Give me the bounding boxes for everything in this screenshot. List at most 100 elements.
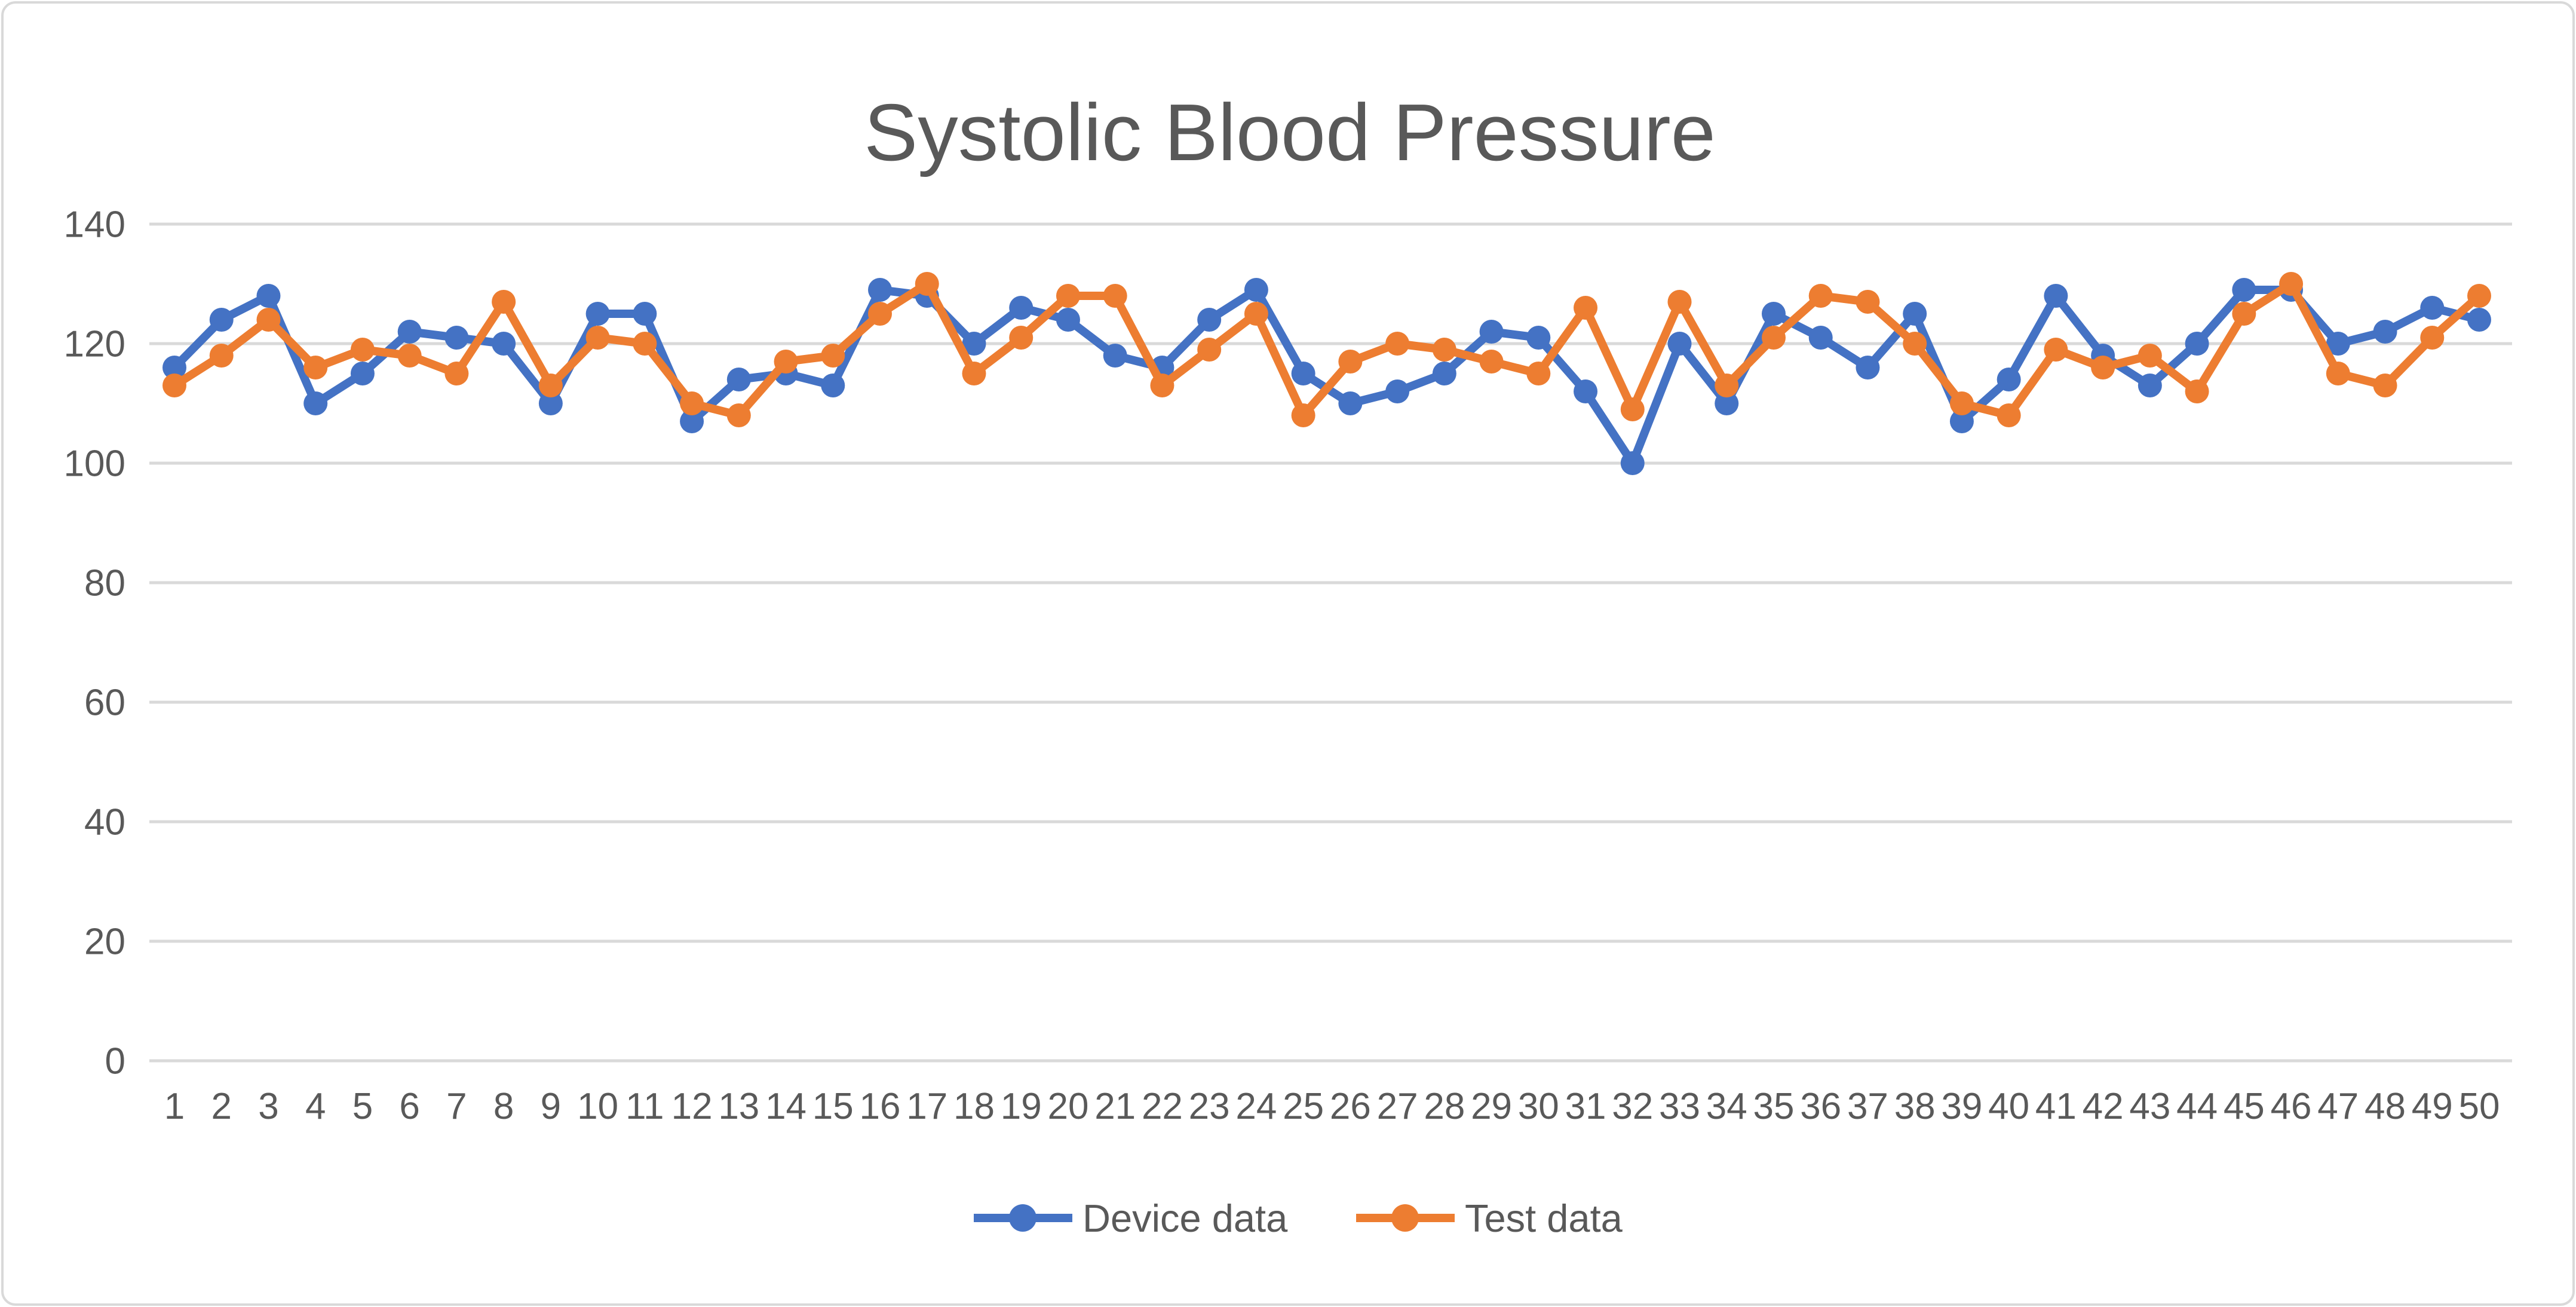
series-test-data-point — [2044, 338, 2068, 362]
series-device-data-point — [1291, 362, 1315, 385]
x-axis-tick-label: 12 — [671, 1086, 713, 1127]
series-test-data-point — [256, 308, 281, 332]
series-test-data-point — [633, 332, 657, 356]
x-axis-tick-label: 8 — [493, 1086, 514, 1127]
series-device-data-point — [303, 391, 328, 415]
series-test-data-point — [1526, 362, 1551, 385]
series-test-data-point — [1009, 326, 1034, 350]
series-test-data-point — [2373, 374, 2397, 397]
gridlines — [149, 222, 2512, 1063]
legend-item-test: Test data — [1356, 1196, 1623, 1240]
x-axis-tick-label: 40 — [1988, 1086, 2029, 1127]
series-test-data-point — [1761, 326, 1786, 350]
series-test-data-point — [350, 338, 375, 362]
x-axis-tick-label: 4 — [305, 1086, 326, 1127]
x-axis-tick-label: 46 — [2271, 1086, 2312, 1127]
plot-series — [162, 272, 2491, 475]
legend-item-device: Device data — [974, 1196, 1288, 1240]
legend: Device data Test data — [974, 1196, 1623, 1240]
x-axis-tick-label: 21 — [1094, 1086, 1136, 1127]
series-test-data-point — [1291, 403, 1315, 427]
x-axis-tick-label: 31 — [1565, 1086, 1606, 1127]
series-device-data-point — [1903, 302, 1927, 326]
x-axis-tick-label: 5 — [352, 1086, 373, 1127]
series-test-data — [162, 272, 2491, 427]
x-axis-tick-label: 13 — [718, 1086, 759, 1127]
x-axis-tick-label: 35 — [1753, 1086, 1794, 1127]
series-device-data-point — [1385, 379, 1410, 403]
y-axis-labels: 0 20 40 60 80 100 120 140 — [64, 204, 125, 1082]
series-device-data-point — [821, 374, 845, 397]
x-axis-tick-label: 3 — [258, 1086, 278, 1127]
x-axis-tick-label: 43 — [2129, 1086, 2170, 1127]
series-test-data-point — [1197, 338, 1222, 362]
series-test-data-point — [1856, 290, 1880, 314]
series-test-data-point — [1056, 284, 1080, 308]
series-test-data-point — [1620, 397, 1645, 421]
series-test-data-point — [444, 362, 469, 385]
series-device-data-point — [492, 332, 516, 356]
x-axis-tick-label: 1 — [164, 1086, 185, 1127]
series-device-data-point — [2232, 278, 2256, 302]
series-test-data-point — [538, 374, 563, 397]
series-test-data-point — [2467, 284, 2491, 308]
series-test-data-point — [1338, 350, 1363, 374]
x-axis-tick-label: 26 — [1330, 1086, 1371, 1127]
series-device-data-point — [1715, 391, 1739, 415]
x-axis-tick-label: 50 — [2459, 1086, 2500, 1127]
x-axis-tick-label: 15 — [812, 1086, 854, 1127]
series-device-data-point — [350, 362, 375, 385]
x-axis-labels: 1 2 3 4 5 6 7 8 9 10 11 12 13 14 15 16 17 18 19 20 21 22 23 24 2… — [164, 1086, 2500, 1127]
series-device-data-point — [962, 332, 986, 356]
series-test-data-point — [1479, 350, 1504, 374]
series-test-data-line — [170, 280, 2483, 420]
x-axis-tick-label: 29 — [1471, 1086, 1512, 1127]
x-axis-tick-label: 36 — [1800, 1086, 1841, 1127]
series-test-data-point — [915, 272, 939, 296]
x-axis-tick-label: 2 — [211, 1086, 231, 1127]
series-test-data-point — [1808, 284, 1833, 308]
series-device-data-point — [585, 302, 610, 326]
x-axis-tick-label: 28 — [1424, 1086, 1465, 1127]
x-axis-tick-label: 33 — [1659, 1086, 1700, 1127]
series-test-data-point — [1903, 332, 1927, 356]
x-axis-tick-label: 38 — [1894, 1086, 1936, 1127]
series-test-data-point — [2279, 272, 2304, 296]
x-axis-tick-label: 47 — [2317, 1086, 2359, 1127]
x-axis-tick-label: 19 — [1001, 1086, 1042, 1127]
series-device-data-point — [2373, 320, 2397, 344]
x-axis-tick-label: 42 — [2083, 1086, 2124, 1127]
series-device-data-point — [1667, 332, 1692, 356]
series-device-data-point — [538, 391, 563, 415]
series-device-data-point — [868, 278, 893, 302]
series-device-data-point — [1808, 326, 1833, 350]
y-axis-tick-label: 80 — [84, 563, 125, 604]
legend-label-test: Test data — [1465, 1196, 1623, 1240]
series-device-data-point — [1526, 326, 1551, 350]
series-device-data-point — [1009, 296, 1034, 320]
series-device-data-point — [1479, 320, 1504, 344]
series-test-data-point — [680, 391, 704, 415]
x-axis-tick-label: 32 — [1612, 1086, 1653, 1127]
series-test-data-point — [209, 344, 234, 368]
x-axis-tick-label: 6 — [399, 1086, 419, 1127]
legend-label-device: Device data — [1082, 1196, 1288, 1240]
series-device-data-point — [1197, 308, 1222, 332]
x-axis-tick-label: 25 — [1283, 1086, 1324, 1127]
series-test-data-point — [2326, 362, 2350, 385]
x-axis-tick-label: 16 — [860, 1086, 901, 1127]
series-device-data-point — [1432, 362, 1456, 385]
legend-test-marker-icon — [1391, 1204, 1419, 1232]
x-axis-tick-label: 14 — [765, 1086, 806, 1127]
x-axis-tick-label: 49 — [2412, 1086, 2453, 1127]
x-axis-tick-label: 7 — [446, 1086, 467, 1127]
chart-title: Systolic Blood Pressure — [864, 87, 1716, 177]
series-test-data-point — [1150, 374, 1174, 397]
x-axis-tick-label: 24 — [1235, 1086, 1277, 1127]
series-test-data-point — [868, 302, 893, 326]
y-axis-tick-label: 40 — [84, 802, 125, 843]
series-device-data-point — [1056, 308, 1080, 332]
series-test-data-point — [2232, 302, 2256, 326]
series-device-data-point — [162, 356, 186, 379]
